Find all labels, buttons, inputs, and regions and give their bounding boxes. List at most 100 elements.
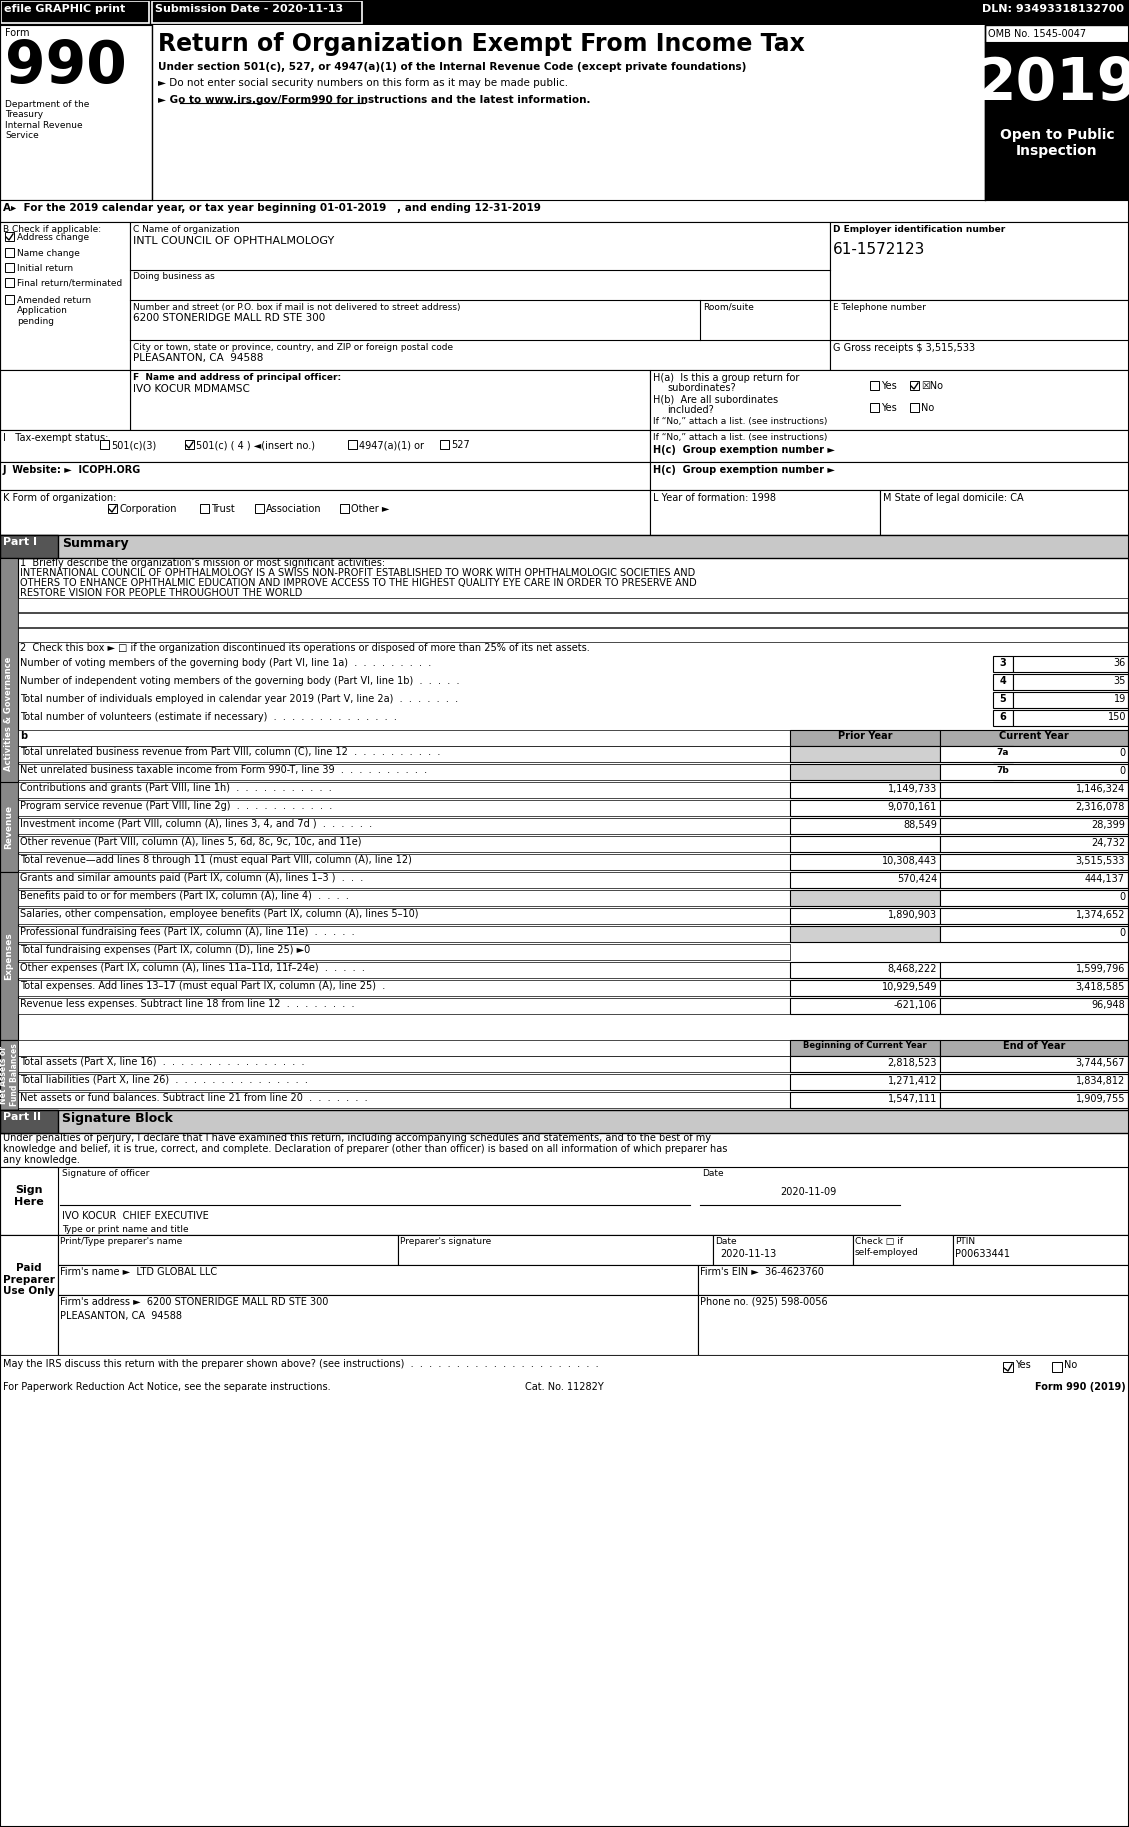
Bar (5, 263, 14, 272)
Text: Total assets (Part X, line 16)  .  .  .  .  .  .  .  .  .  .  .  .  .  .  .  .: Total assets (Part X, line 16) . . . . .… (20, 1058, 305, 1067)
Text: 35: 35 (1113, 676, 1126, 685)
Text: OMB No. 1545-0047: OMB No. 1545-0047 (988, 29, 1086, 38)
Bar (790, 926, 940, 943)
Bar (879, 490, 1129, 535)
Bar (940, 853, 1128, 870)
Bar (940, 764, 1128, 780)
Text: 0: 0 (1119, 747, 1124, 758)
Text: Total unrelated business revenue from Part VIII, column (C), line 12  .  .  .  .: Total unrelated business revenue from Pa… (20, 747, 440, 756)
Text: 1,547,111: 1,547,111 (887, 1094, 937, 1104)
Text: 1,149,733: 1,149,733 (887, 784, 937, 795)
Text: Program service revenue (Part VIII, line 2g)  .  .  .  .  .  .  .  .  .  .  .: Program service revenue (Part VIII, line… (20, 800, 332, 811)
Bar (790, 979, 940, 996)
Bar (18, 1040, 790, 1056)
Text: Salaries, other compensation, employee benefits (Part IX, column (A), lines 5–10: Salaries, other compensation, employee b… (20, 910, 419, 919)
Text: Revenue: Revenue (5, 806, 14, 850)
Bar (18, 764, 790, 780)
Bar (0, 1356, 1129, 1379)
Text: For Paperwork Reduction Act Notice, see the separate instructions.: For Paperwork Reduction Act Notice, see … (3, 1381, 331, 1392)
Text: RESTORE VISION FOR PEOPLE THROUGHOUT THE WORLD: RESTORE VISION FOR PEOPLE THROUGHOUT THE… (20, 588, 303, 597)
Text: Total expenses. Add lines 13–17 (must equal Part IX, column (A), line 25)  .: Total expenses. Add lines 13–17 (must eq… (20, 981, 385, 990)
Bar (58, 1235, 399, 1264)
Bar (0, 1111, 1129, 1133)
Bar (1013, 692, 1128, 709)
Text: ► Go to www.irs.gov/Form990 for instructions and the latest information.: ► Go to www.irs.gov/Form990 for instruct… (158, 95, 590, 104)
Text: End of Year: End of Year (1003, 1041, 1065, 1051)
Text: 570,424: 570,424 (896, 873, 937, 884)
Bar (0, 0, 1129, 26)
Text: 4947(a)(1) or: 4947(a)(1) or (359, 440, 425, 449)
Bar (940, 745, 1128, 762)
Bar (0, 871, 18, 1040)
Bar (830, 300, 1129, 371)
Bar (940, 837, 1128, 851)
Bar (0, 557, 18, 870)
Text: IVO KOCUR MDMAMSC: IVO KOCUR MDMAMSC (133, 384, 250, 395)
Text: 501(c) ( 4 ) ◄(insert no.): 501(c) ( 4 ) ◄(insert no.) (196, 440, 315, 449)
Bar (870, 382, 879, 389)
Bar (18, 871, 790, 888)
Text: 5: 5 (999, 694, 1006, 703)
Bar (1013, 656, 1128, 672)
Text: If “No,” attach a list. (see instructions): If “No,” attach a list. (see instruction… (653, 433, 828, 442)
Text: 2,818,523: 2,818,523 (887, 1058, 937, 1069)
Bar (0, 1378, 1129, 1399)
Text: No: No (921, 404, 935, 413)
Bar (18, 945, 790, 959)
Bar (790, 764, 940, 780)
Bar (984, 117, 1129, 199)
Bar (940, 979, 1128, 996)
Text: Final return/terminated: Final return/terminated (17, 280, 122, 289)
Text: Doing business as: Doing business as (133, 272, 215, 281)
Bar (18, 853, 790, 870)
Bar (0, 1167, 58, 1235)
Text: Preparer's signature: Preparer's signature (400, 1237, 491, 1246)
Bar (399, 1235, 714, 1264)
Bar (100, 440, 110, 449)
Bar (994, 764, 1013, 780)
Bar (0, 1040, 18, 1111)
Text: Current Year: Current Year (999, 731, 1069, 742)
Text: 9,070,161: 9,070,161 (887, 802, 937, 811)
Text: 1,834,812: 1,834,812 (1076, 1076, 1124, 1085)
Bar (953, 1235, 1129, 1264)
Text: A▸  For the 2019 calendar year, or tax year beginning 01-01-2019   , and ending : A▸ For the 2019 calendar year, or tax ye… (3, 203, 541, 214)
Text: 1,271,412: 1,271,412 (887, 1076, 937, 1085)
Text: Activities & Governance: Activities & Governance (5, 658, 14, 771)
Text: 61-1572123: 61-1572123 (833, 241, 926, 258)
Text: G Gross receipts $ 3,515,533: G Gross receipts $ 3,515,533 (833, 343, 975, 353)
Bar (940, 818, 1128, 833)
Bar (994, 692, 1013, 709)
Bar (152, 26, 984, 199)
Bar (18, 1074, 790, 1091)
Bar (0, 1111, 58, 1133)
Text: DLN: 93493318132700: DLN: 93493318132700 (982, 4, 1124, 15)
Text: Other revenue (Part VIII, column (A), lines 5, 6d, 8c, 9c, 10c, and 11e): Other revenue (Part VIII, column (A), li… (20, 837, 361, 848)
Text: Firm's EIN ►  36-4623760: Firm's EIN ► 36-4623760 (700, 1266, 824, 1277)
Text: Other expenses (Part IX, column (A), lines 11a–11d, 11f–24e)  .  .  .  .  .: Other expenses (Part IX, column (A), lin… (20, 963, 365, 974)
Bar (18, 745, 790, 762)
Bar (18, 800, 790, 817)
Bar (0, 490, 650, 535)
Text: Under penalties of perjury, I declare that I have examined this return, includin: Under penalties of perjury, I declare th… (3, 1133, 711, 1144)
Text: 3,418,585: 3,418,585 (1076, 981, 1124, 992)
Bar (698, 1295, 1129, 1356)
Text: C Name of organization: C Name of organization (133, 225, 239, 234)
Text: 444,137: 444,137 (1085, 873, 1124, 884)
Text: 2020-11-09: 2020-11-09 (780, 1188, 837, 1197)
Text: Form 990 (2019): Form 990 (2019) (1035, 1381, 1126, 1392)
Text: efile GRAPHIC print: efile GRAPHIC print (5, 4, 125, 15)
Bar (870, 404, 879, 413)
Text: Net assets or fund balances. Subtract line 21 from line 20  .  .  .  .  .  .  .: Net assets or fund balances. Subtract li… (20, 1093, 368, 1104)
Text: Number of independent voting members of the governing body (Part VI, line 1b)  .: Number of independent voting members of … (20, 676, 460, 685)
Text: Number of voting members of the governing body (Part VI, line 1a)  .  .  .  .  .: Number of voting members of the governin… (20, 658, 431, 669)
Text: 10,308,443: 10,308,443 (882, 857, 937, 866)
Text: Sign
Here: Sign Here (15, 1186, 44, 1206)
Bar (830, 223, 1129, 300)
Bar (18, 890, 790, 906)
Bar (340, 504, 349, 513)
Text: Firm's name ►  LTD GLOBAL LLC: Firm's name ► LTD GLOBAL LLC (60, 1266, 217, 1277)
Text: Date: Date (715, 1237, 736, 1246)
Bar (18, 908, 790, 924)
Bar (185, 440, 194, 449)
